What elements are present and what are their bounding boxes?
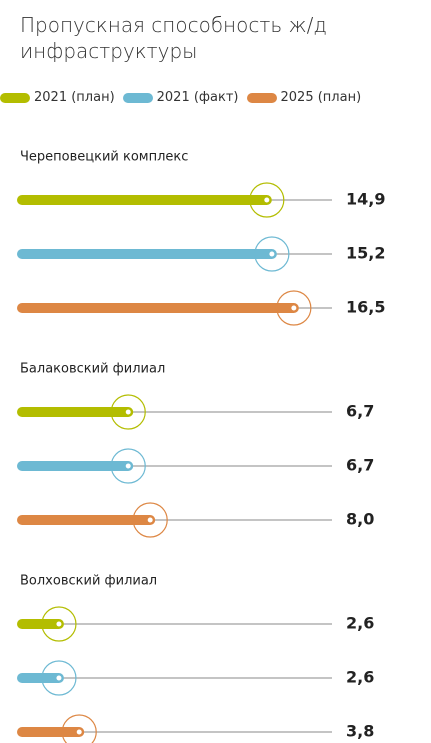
legend-label: 2021 (план) (34, 90, 115, 105)
end-ring (249, 182, 285, 218)
value-label: 15,2 (346, 244, 385, 263)
group-label: Волховский филиал (20, 574, 157, 589)
end-dot (147, 517, 153, 523)
legend-item: 2025 (план) (246, 90, 362, 105)
chart-title: Пропускная способность ж/д инфраструктур… (20, 13, 327, 63)
legend-item: 2021 (факт) (122, 90, 239, 105)
legend-swatch (122, 92, 153, 103)
end-dot (291, 305, 297, 311)
end-dot (76, 729, 82, 735)
value-label: 8,0 (346, 510, 374, 529)
legend-item: 2021 (план) (0, 90, 115, 105)
end-dot (264, 197, 270, 203)
legend-swatch (0, 92, 30, 103)
end-ring (41, 606, 77, 642)
end-ring (61, 714, 97, 743)
end-ring (254, 236, 290, 272)
value-label: 6,7 (346, 402, 374, 421)
end-dot (56, 621, 62, 627)
end-dot (125, 409, 131, 415)
value-label: 14,9 (346, 190, 385, 209)
end-ring (132, 502, 168, 538)
legend-label: 2021 (факт) (156, 90, 239, 105)
end-ring (41, 660, 77, 696)
value-label: 6,7 (346, 456, 374, 475)
group-label: Балаковский филиал (20, 362, 165, 377)
end-ring (110, 394, 146, 430)
end-dot (125, 463, 131, 469)
end-dot (56, 675, 62, 681)
value-label: 3,8 (346, 722, 374, 741)
value-label: 16,5 (346, 298, 385, 317)
end-ring (110, 448, 146, 484)
end-dot (269, 251, 275, 257)
legend-label: 2025 (план) (280, 90, 362, 105)
value-label: 2,6 (346, 668, 374, 687)
legend-swatch (246, 92, 277, 103)
value-label: 2,6 (346, 614, 374, 633)
end-ring (276, 290, 312, 326)
group-label: Череповецкий комплекс (20, 150, 188, 165)
legend: 2021 (план) 2021 (факт) 2025 (план) (0, 90, 361, 105)
